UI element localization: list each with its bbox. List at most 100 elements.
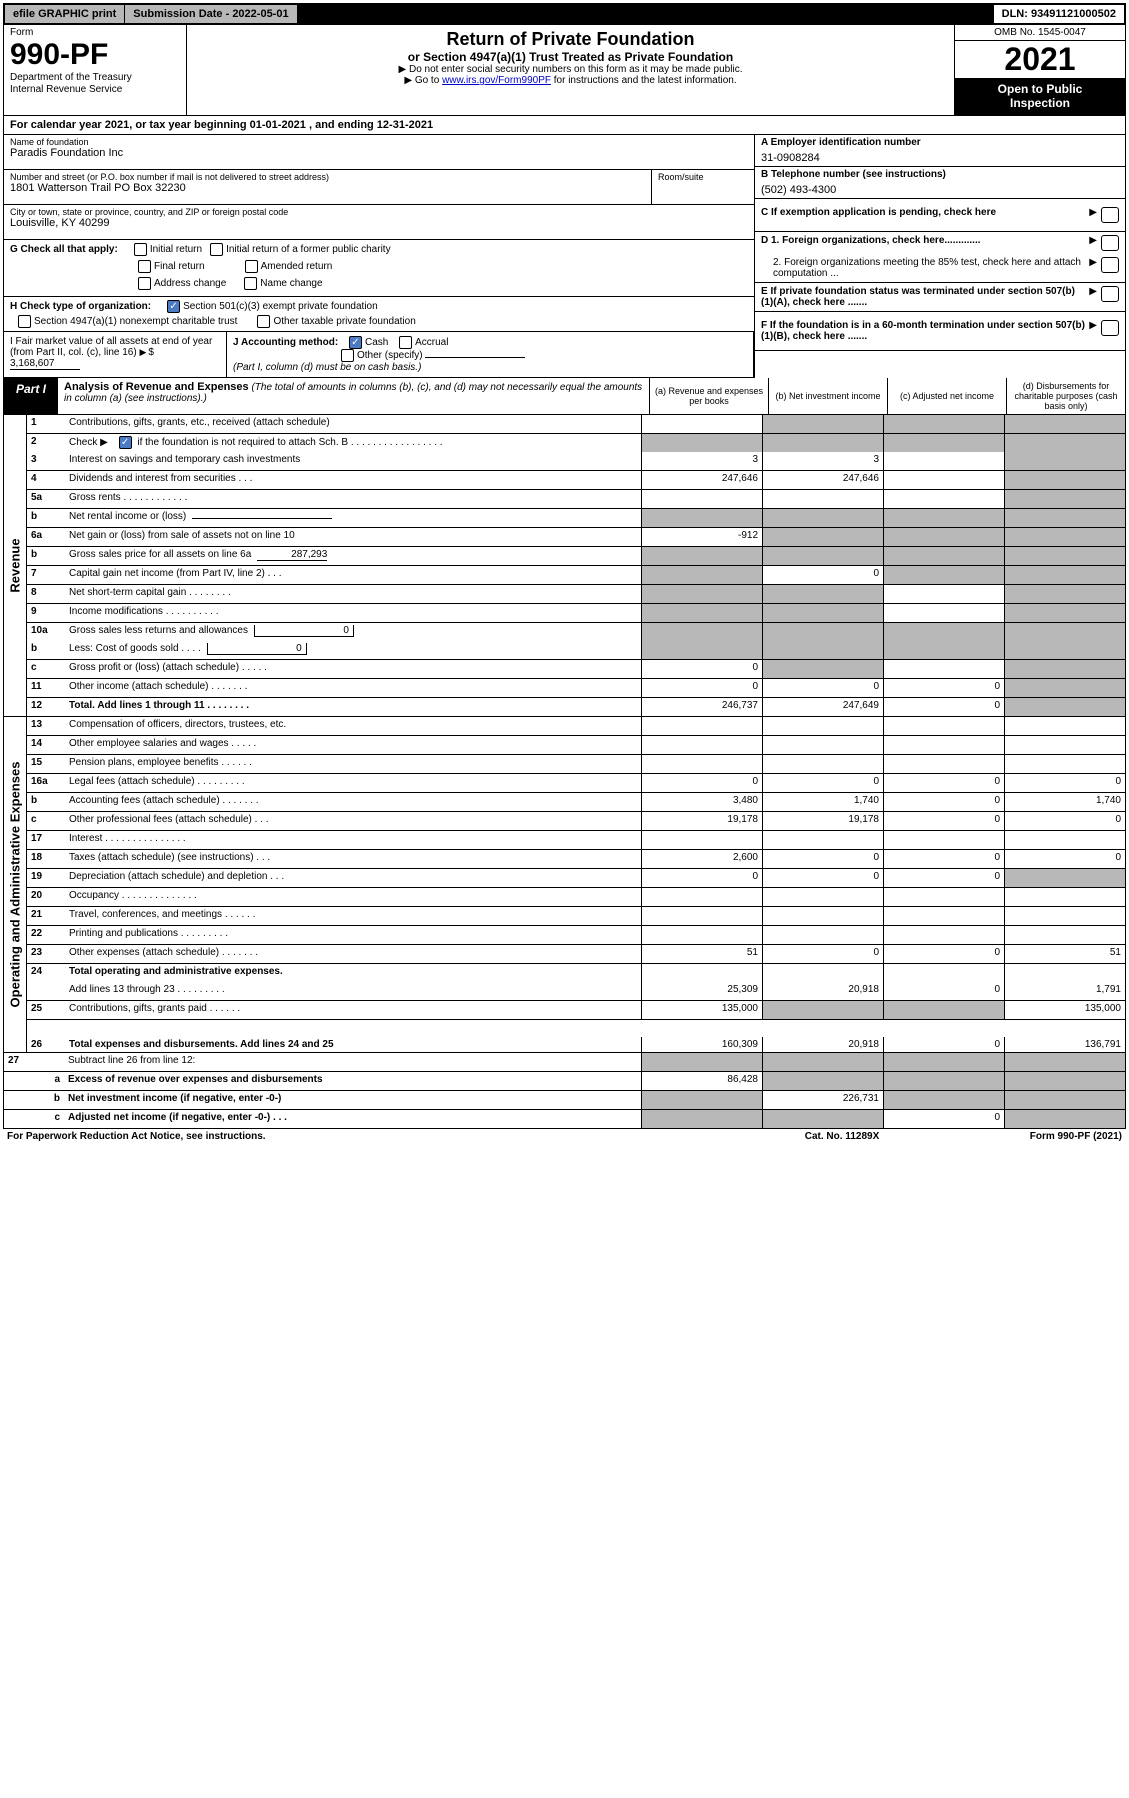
line27-section: 27Subtract line 26 from line 12: aExcess…	[3, 1053, 1126, 1129]
dln-label: DLN: 93491121000502	[994, 5, 1124, 23]
top-bar: efile GRAPHIC print Submission Date - 20…	[3, 3, 1126, 25]
page-footer: For Paperwork Reduction Act Notice, see …	[3, 1129, 1126, 1144]
calendar-year-row: For calendar year 2021, or tax year begi…	[3, 116, 1126, 135]
opex-side-label: Operating and Administrative Expenses	[4, 717, 27, 1052]
block-j: J Accounting method: Cash Accrual Other …	[227, 332, 754, 377]
city-value: Louisville, KY 40299	[10, 217, 748, 229]
501c3-label: Section 501(c)(3) exempt private foundat…	[183, 301, 378, 312]
room-suite-label: Room/suite	[651, 170, 754, 205]
irs-line: Internal Revenue Service	[10, 84, 180, 96]
other-taxable-label: Other taxable private foundation	[273, 316, 415, 327]
cash-label: Cash	[365, 337, 388, 348]
arrow-icon: ▶	[1089, 207, 1097, 218]
form-footer: Form 990-PF (2021)	[942, 1131, 1122, 1142]
revenue-side-label: Revenue	[4, 415, 27, 716]
other-method-label: Other (specify)	[357, 350, 423, 361]
phone-label: B Telephone number (see instructions)	[761, 169, 1119, 180]
address-label: Number and street (or P.O. box number if…	[10, 172, 645, 182]
city-label: City or town, state or province, country…	[10, 207, 748, 217]
part1-header: Part I Analysis of Revenue and Expenses …	[3, 378, 1126, 415]
other-method-checkbox[interactable]	[341, 349, 354, 362]
j-note: (Part I, column (d) must be on cash basi…	[233, 362, 421, 373]
e-checkbox[interactable]	[1101, 286, 1119, 302]
arrow-icon: ▶	[1089, 320, 1097, 331]
initial-return-checkbox[interactable]	[134, 243, 147, 256]
part1-desc: Analysis of Revenue and Expenses (The to…	[58, 378, 649, 414]
col-a-header: (a) Revenue and expenses per books	[649, 378, 768, 414]
g-label: G Check all that apply:	[10, 244, 118, 255]
initial-former-label: Initial return of a former public charit…	[226, 244, 391, 255]
name-change-checkbox[interactable]	[244, 277, 257, 290]
4947-checkbox[interactable]	[18, 315, 31, 328]
501c3-checkbox[interactable]	[167, 300, 180, 313]
arrow-icon: ▶	[1089, 257, 1097, 268]
ssn-warning: ▶ Do not enter social security numbers o…	[195, 64, 946, 75]
accrual-label: Accrual	[415, 337, 448, 348]
fmv-value: 3,168,607	[10, 358, 80, 370]
form-word: Form	[10, 27, 180, 38]
foundation-name: Paradis Foundation Inc	[10, 147, 748, 159]
d1-label: D 1. Foreign organizations, check here..…	[761, 235, 1085, 246]
f-checkbox[interactable]	[1101, 320, 1119, 336]
form-number-block: Form 990-PF Department of the Treasury I…	[4, 25, 187, 115]
j-label: J Accounting method:	[233, 337, 338, 348]
arrow-icon: ▶	[1089, 235, 1097, 246]
part1-label: Part I	[4, 378, 58, 414]
col-b-header: (b) Net investment income	[768, 378, 887, 414]
other-taxable-checkbox[interactable]	[257, 315, 270, 328]
cat-no: Cat. No. 11289X	[742, 1131, 942, 1142]
initial-former-checkbox[interactable]	[210, 243, 223, 256]
revenue-section: Revenue 1Contributions, gifts, grants, e…	[3, 415, 1126, 717]
d2-checkbox[interactable]	[1101, 257, 1119, 273]
e-label: E If private foundation status was termi…	[761, 286, 1085, 308]
phone-value: (502) 493-4300	[761, 180, 1119, 196]
initial-return-label: Initial return	[150, 244, 202, 255]
address-change-checkbox[interactable]	[138, 277, 151, 290]
address-change-label: Address change	[154, 278, 226, 289]
i-label: I Fair market value of all assets at end…	[10, 336, 212, 358]
cash-checkbox[interactable]	[349, 336, 362, 349]
address-value: 1801 Watterson Trail PO Box 32230	[10, 182, 645, 194]
form-subtitle: or Section 4947(a)(1) Trust Treated as P…	[195, 50, 946, 64]
open-public-badge: Open to PublicInspection	[955, 78, 1125, 115]
h-label: H Check type of organization:	[10, 301, 151, 312]
final-return-checkbox[interactable]	[138, 260, 151, 273]
d2-label: 2. Foreign organizations meeting the 85%…	[761, 257, 1085, 279]
d1-checkbox[interactable]	[1101, 235, 1119, 251]
accrual-checkbox[interactable]	[399, 336, 412, 349]
schb-checkbox[interactable]	[119, 436, 132, 449]
col-c-header: (c) Adjusted net income	[887, 378, 1006, 414]
form990pf-link[interactable]: www.irs.gov/Form990PF	[442, 75, 551, 86]
name-change-label: Name change	[260, 278, 322, 289]
entity-info: Name of foundation Paradis Foundation In…	[3, 135, 1126, 378]
header-right-block: OMB No. 1545-0047 2021 Open to PublicIns…	[954, 25, 1125, 115]
form-header: Form 990-PF Department of the Treasury I…	[3, 25, 1126, 116]
ein-value: 31-0908284	[761, 148, 1119, 164]
tax-year: 2021	[955, 41, 1125, 78]
top-spacer	[298, 5, 994, 23]
dept-treasury: Department of the Treasury	[10, 72, 180, 84]
c-label: C If exemption application is pending, c…	[761, 207, 1085, 218]
form-title: Return of Private Foundation	[195, 29, 946, 50]
header-title-block: Return of Private Foundation or Section …	[187, 25, 954, 115]
efile-print-button[interactable]: efile GRAPHIC print	[5, 5, 125, 23]
f-label: F If the foundation is in a 60-month ter…	[761, 320, 1085, 342]
amended-return-checkbox[interactable]	[245, 260, 258, 273]
final-return-label: Final return	[154, 261, 205, 272]
amended-return-label: Amended return	[261, 261, 333, 272]
submission-date: Submission Date - 2022-05-01	[125, 5, 297, 23]
goto-pre: ▶ Go to	[404, 75, 442, 86]
4947-label: Section 4947(a)(1) nonexempt charitable …	[34, 316, 237, 327]
paperwork-notice: For Paperwork Reduction Act Notice, see …	[7, 1131, 742, 1142]
arrow-icon: ▶	[1089, 286, 1097, 297]
goto-instr: ▶ Go to www.irs.gov/Form990PF for instru…	[195, 75, 946, 86]
c-checkbox[interactable]	[1101, 207, 1119, 223]
foundation-name-label: Name of foundation	[10, 137, 748, 147]
form-number: 990-PF	[10, 38, 180, 72]
block-i: I Fair market value of all assets at end…	[4, 332, 227, 377]
goto-post: for instructions and the latest informat…	[551, 75, 737, 86]
ein-label: A Employer identification number	[761, 137, 1119, 148]
omb-number: OMB No. 1545-0047	[955, 25, 1125, 41]
col-d-header: (d) Disbursements for charitable purpose…	[1006, 378, 1125, 414]
opex-section: Operating and Administrative Expenses 13…	[3, 717, 1126, 1053]
